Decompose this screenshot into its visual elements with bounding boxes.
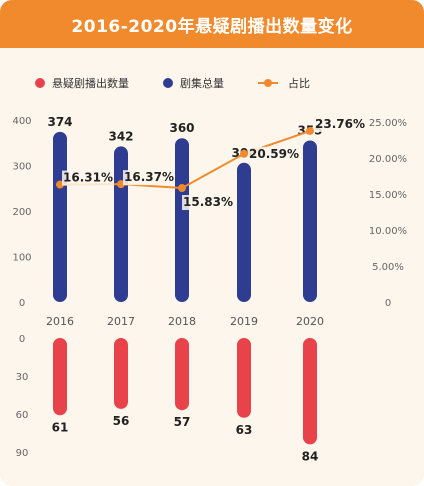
- legend-total-marker: [163, 78, 173, 88]
- y-left-bottom-tick: 0: [19, 334, 25, 345]
- ratio-point-label: 23.76%: [315, 117, 365, 131]
- y-left-bottom-tick: 90: [16, 448, 29, 459]
- y-right-tick: 0: [385, 298, 391, 309]
- ratio-label-bg: [182, 195, 234, 211]
- total-bar-label: 342: [108, 129, 133, 143]
- suspense-bar: [237, 338, 251, 418]
- ratio-point: [240, 149, 248, 158]
- total-bar: [303, 140, 317, 302]
- ratio-label-bg: [62, 170, 114, 186]
- ratio-label-bg: [248, 146, 300, 162]
- legend-suspense-label: 悬疑剧播出数量: [52, 76, 129, 90]
- ratio-label-bg: [314, 116, 366, 132]
- x-tick-label: 2016: [46, 315, 74, 328]
- y-left-top-tick: 200: [12, 207, 31, 218]
- y-right-tick: 5.00%: [372, 262, 404, 273]
- x-tick-label: 2017: [107, 315, 135, 328]
- suspense-bar-label: 56: [113, 414, 130, 428]
- ratio-point: [178, 184, 186, 193]
- y-left-top-tick: 0: [19, 298, 25, 309]
- y-left-top-tick: 400: [12, 116, 31, 127]
- y-left-bottom-tick: 60: [16, 410, 29, 421]
- suspense-bar-label: 63: [236, 423, 253, 437]
- y-right-tick: 10.00%: [369, 226, 407, 237]
- suspense-bar-label: 57: [174, 415, 191, 429]
- suspense-bar: [114, 338, 128, 409]
- y-left-top-tick: 300: [12, 162, 31, 173]
- ratio-point-label: 16.31%: [63, 171, 113, 185]
- legend-ratio-marker: [264, 79, 272, 87]
- total-bar: [237, 162, 251, 302]
- ratio-point: [306, 126, 314, 135]
- suspense-bar-label: 61: [52, 420, 69, 434]
- suspense-bar: [175, 338, 189, 411]
- y-left-top-tick: 100: [12, 253, 31, 264]
- y-left-bottom-tick: 30: [16, 372, 29, 383]
- y-right-tick: 25.00%: [369, 118, 407, 129]
- ratio-point-label: 16.37%: [124, 170, 174, 184]
- suspense-bar-label: 84: [302, 449, 319, 463]
- ratio-point-label: 15.83%: [183, 195, 233, 209]
- y-right-tick: 15.00%: [369, 190, 407, 201]
- total-bar-label: 374: [47, 115, 72, 129]
- x-tick-label: 2019: [230, 315, 258, 328]
- total-bar: [175, 138, 189, 302]
- legend-ratio-label: 占比: [288, 76, 310, 90]
- suspense-bar: [303, 338, 317, 445]
- x-tick-label: 2018: [168, 315, 196, 328]
- ratio-label-bg: [123, 170, 175, 186]
- total-bar: [53, 131, 67, 302]
- suspense-bar: [53, 338, 67, 416]
- legend-total-label: 剧集总量: [180, 76, 224, 90]
- x-tick-label: 2020: [296, 315, 324, 328]
- chart-title: 2016-2020年悬疑剧播出数量变化: [0, 0, 424, 48]
- ratio-point-label: 20.59%: [249, 147, 299, 161]
- legend-suspense-marker: [35, 78, 45, 88]
- total-bar-label: 360: [169, 121, 194, 135]
- y-right-tick: 20.00%: [369, 154, 407, 165]
